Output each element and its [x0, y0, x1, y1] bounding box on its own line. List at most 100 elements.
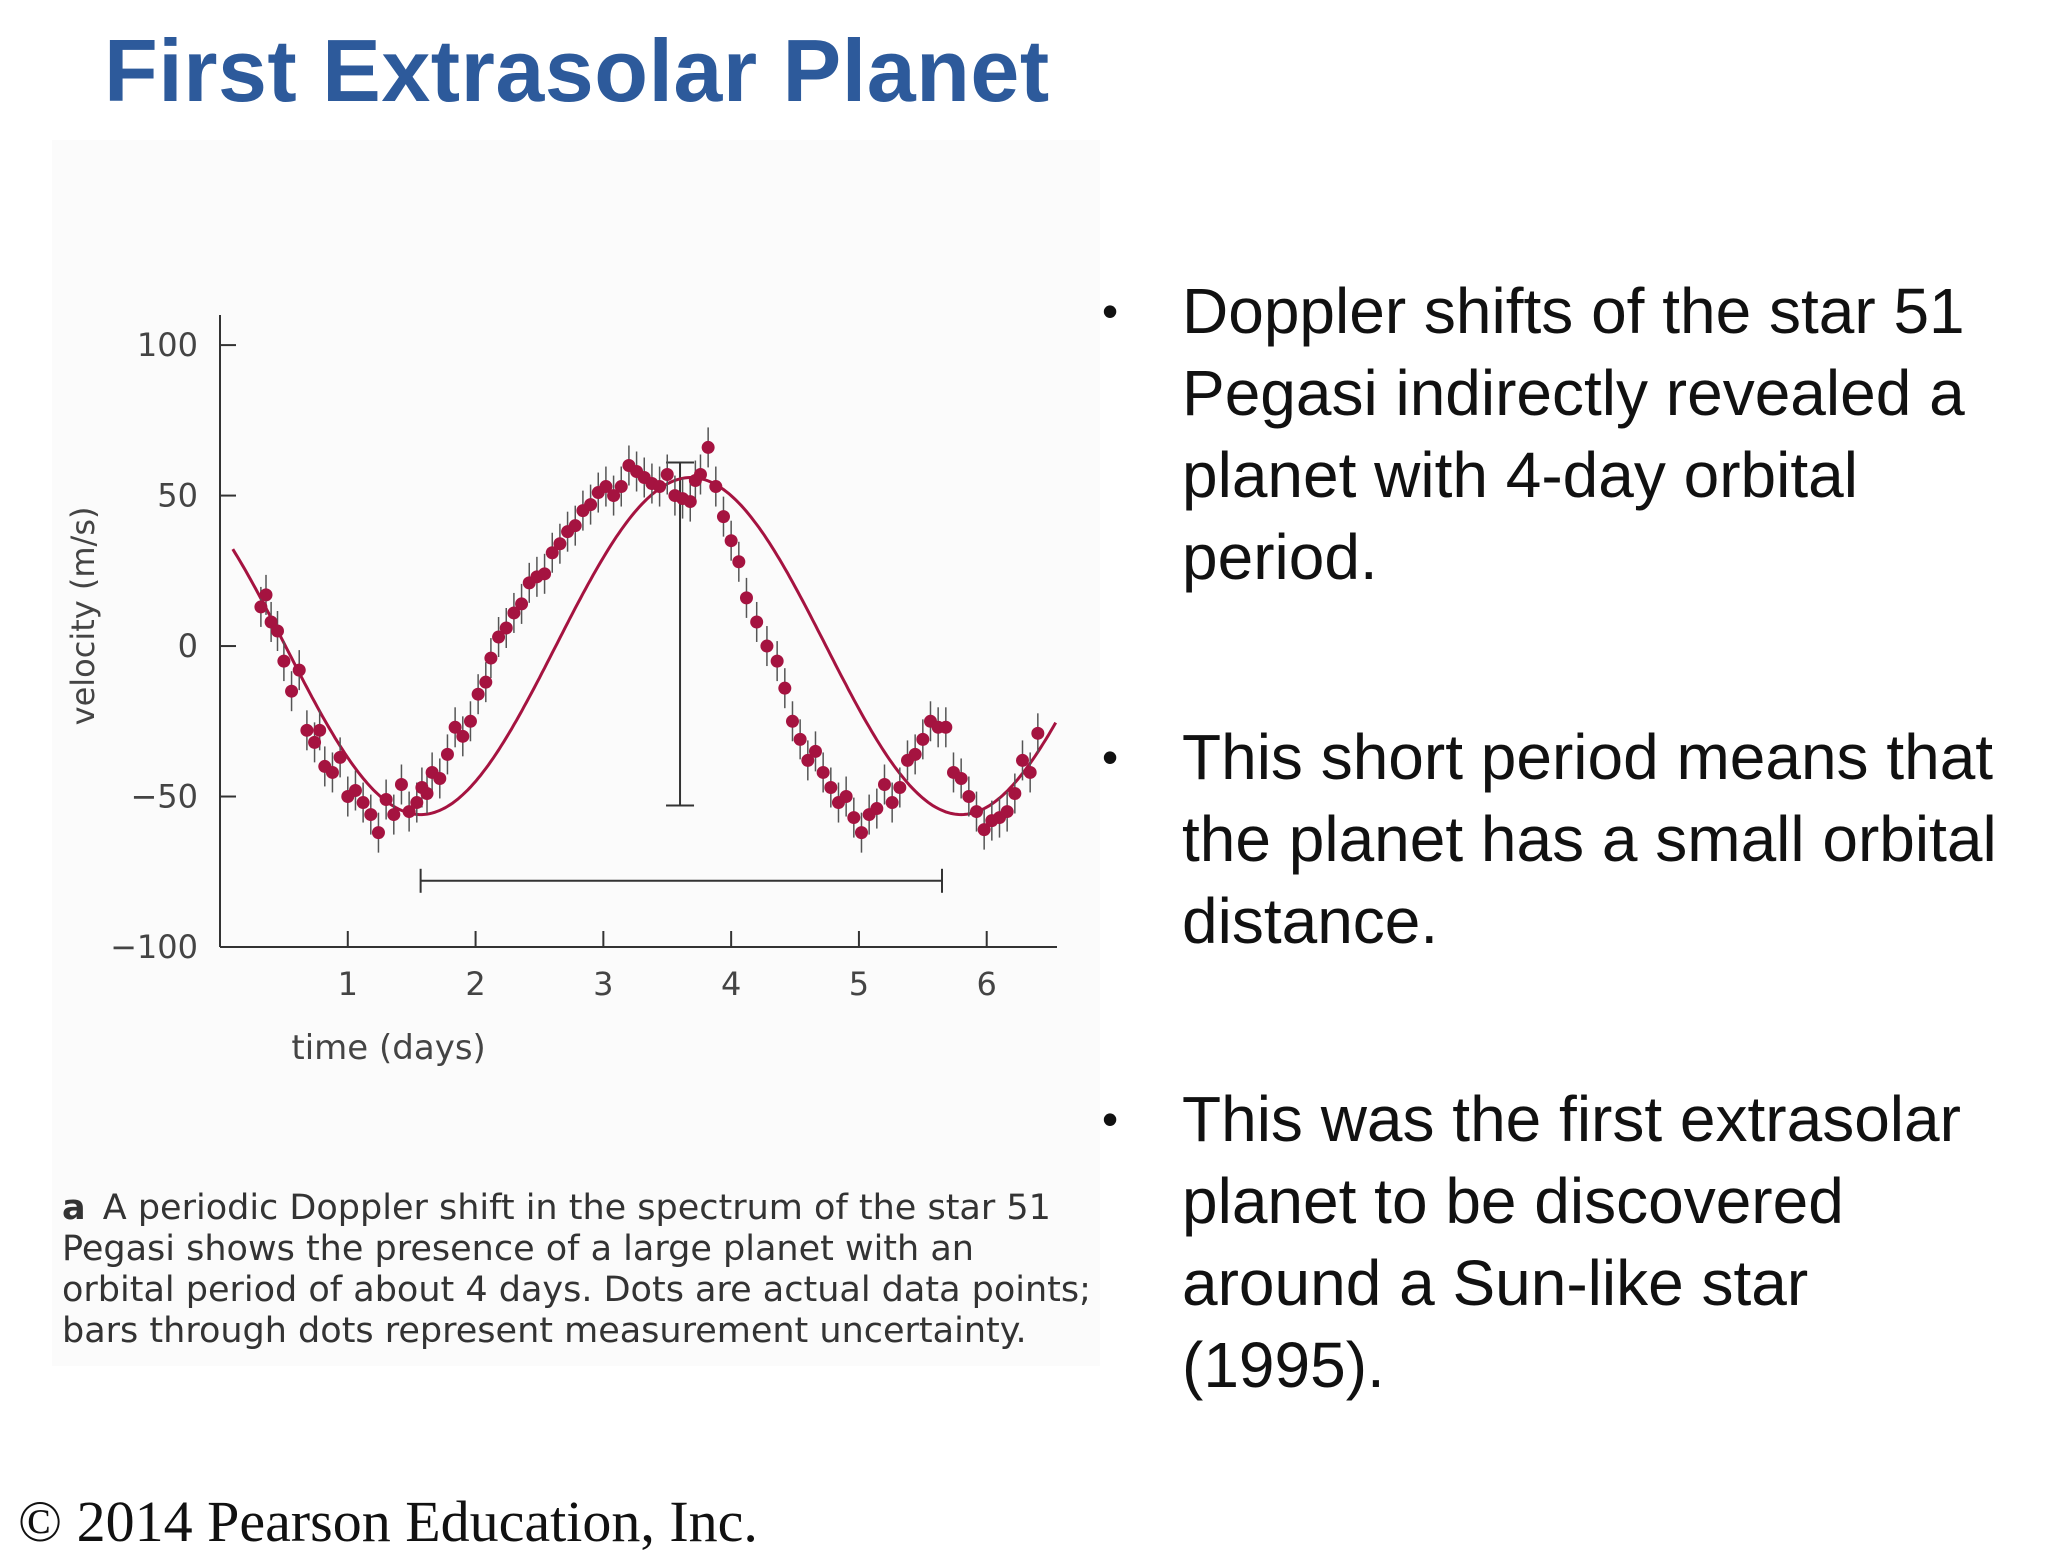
data-point	[463, 714, 477, 728]
data-point	[325, 765, 339, 779]
x-tick-label: 1	[338, 965, 358, 1003]
bullet-marker: •	[1102, 285, 1119, 337]
bullet-marker: •	[1102, 1093, 1119, 1145]
data-point	[515, 597, 529, 611]
y-tick-label: 0	[178, 627, 198, 665]
data-point	[553, 537, 567, 551]
data-point	[479, 675, 493, 689]
y-tick-label: −50	[130, 778, 198, 816]
data-point	[308, 735, 322, 749]
data-point	[808, 744, 822, 758]
x-axis-label: time (days)	[291, 1028, 485, 1068]
data-point	[1015, 753, 1029, 767]
data-point	[545, 546, 559, 560]
data-point	[939, 720, 953, 734]
data-point	[394, 777, 408, 791]
slide-title: First Extrasolar Planet	[104, 21, 1050, 120]
data-point	[724, 534, 738, 548]
data-point	[854, 826, 868, 840]
data-point	[333, 750, 347, 764]
data-point	[660, 468, 674, 482]
data-points	[254, 440, 1045, 840]
data-point	[277, 654, 291, 668]
y-tick-label: 50	[157, 477, 198, 515]
figure-caption: a A periodic Doppler shift in the spectr…	[62, 1188, 1092, 1352]
y-tick-label: 100	[137, 326, 198, 364]
bullet-marker: •	[1102, 731, 1119, 783]
data-point	[507, 606, 521, 620]
y-axis-label: velocity (m/s)	[64, 507, 102, 726]
axis-ticks: 100 50 0 −50 −100 1 2 3 4 5 6	[110, 326, 997, 1003]
data-point	[870, 802, 884, 816]
x-tick-label: 6	[977, 965, 997, 1003]
data-point	[693, 468, 707, 482]
data-point	[962, 790, 976, 804]
data-point	[607, 489, 621, 503]
data-point	[653, 480, 667, 494]
bullet-text: Doppler shifts of the star 51 Pegasi ind…	[1182, 275, 1965, 593]
data-point	[433, 771, 447, 785]
data-point	[885, 796, 899, 810]
figure-panel: 100 50 0 −50 −100 1 2 3 4 5 6 time (days) velocity…	[52, 140, 1100, 1366]
data-point	[785, 714, 799, 728]
data-point	[778, 681, 792, 695]
data-point	[264, 615, 278, 629]
data-point	[969, 805, 983, 819]
data-point	[1023, 765, 1037, 779]
data-point	[584, 498, 598, 512]
fit-curve	[231, 475, 1058, 817]
x-tick-label: 5	[849, 965, 869, 1003]
data-point	[271, 624, 285, 638]
data-point	[402, 805, 416, 819]
data-point	[356, 796, 370, 810]
data-point	[614, 480, 628, 494]
data-point	[793, 732, 807, 746]
data-point	[300, 723, 314, 737]
data-point	[292, 663, 306, 677]
data-point	[750, 615, 764, 629]
data-point	[254, 600, 268, 614]
data-point	[877, 777, 891, 791]
data-point	[410, 796, 424, 810]
data-point	[1031, 726, 1045, 740]
data-point	[732, 555, 746, 569]
doppler-velocity-chart: 100 50 0 −50 −100 1 2 3 4 5 6 time (days) velocity…	[64, 315, 1058, 1068]
data-point	[471, 687, 485, 701]
data-point	[484, 651, 498, 665]
data-point	[739, 591, 753, 605]
data-point	[313, 723, 327, 737]
error-bars	[260, 427, 1039, 853]
bullet-text: This was the first extrasolar planet to …	[1182, 1083, 1961, 1401]
data-point	[709, 480, 723, 494]
data-point	[259, 588, 273, 602]
data-point	[716, 510, 730, 524]
copyright-notice: © 2014 Pearson Education, Inc.	[18, 1489, 758, 1554]
data-point	[1008, 787, 1022, 801]
data-point	[499, 621, 513, 635]
data-point	[448, 720, 462, 734]
data-point	[847, 811, 861, 825]
caption-tag: a	[62, 1188, 86, 1228]
data-point	[701, 440, 715, 454]
caption-text: A periodic Doppler shift in the spectrum…	[62, 1188, 1091, 1351]
data-point	[801, 753, 815, 767]
data-point	[387, 808, 401, 822]
data-point	[816, 765, 830, 779]
data-point	[285, 684, 299, 698]
data-point	[916, 732, 930, 746]
data-point	[954, 771, 968, 785]
data-point	[893, 780, 907, 794]
data-point	[420, 787, 434, 801]
data-point	[440, 747, 454, 761]
data-point	[683, 495, 697, 509]
bullet-text: This short period means that the planet …	[1182, 721, 1997, 957]
data-point	[371, 826, 385, 840]
data-point	[599, 480, 613, 494]
data-point	[364, 808, 378, 822]
data-point	[568, 519, 582, 533]
data-point	[379, 793, 393, 807]
data-point	[1000, 805, 1014, 819]
data-point	[839, 790, 853, 804]
data-point	[977, 823, 991, 837]
data-point	[770, 654, 784, 668]
